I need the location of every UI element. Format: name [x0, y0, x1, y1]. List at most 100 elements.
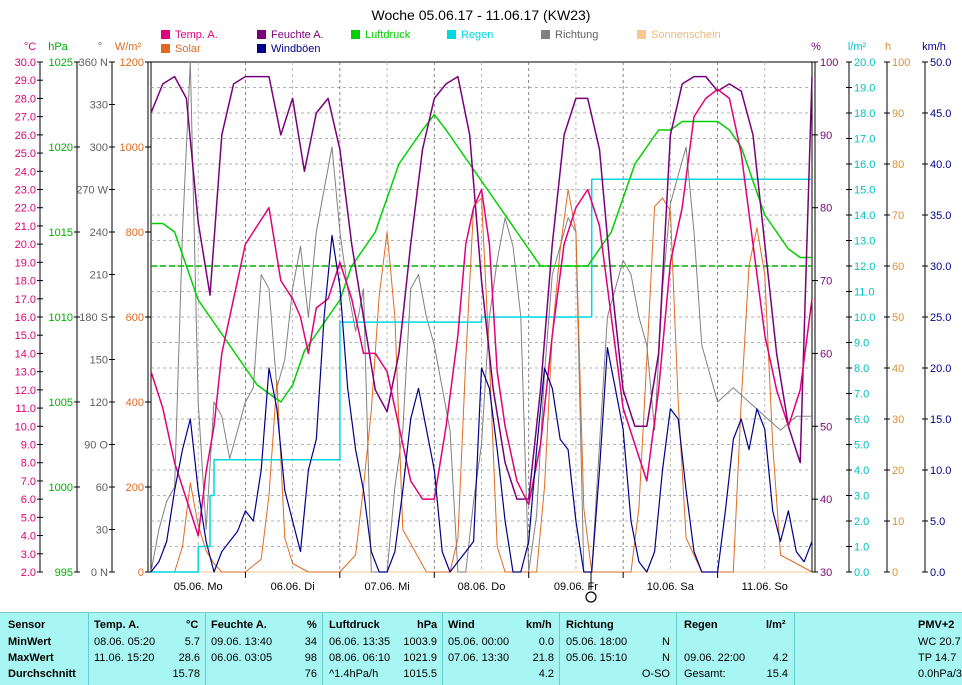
x-tick-label: 11.06. So	[742, 581, 788, 593]
temp-axis-tick-label: 14.0	[15, 348, 36, 360]
sun-axis-tick-label: 100	[892, 57, 910, 69]
hum-axis-tick-label: 40	[820, 494, 832, 506]
temp-axis-tick-label: 29.0	[15, 75, 36, 87]
temp-axis-tick-label: 12.0	[15, 385, 36, 397]
temp-axis-tick-label: 9.0	[21, 440, 36, 452]
axis-unit-label: W/m²	[115, 41, 142, 53]
rain-axis-tick-label: 20.0	[854, 57, 875, 69]
stats-press-trend: ^1.4hPa/h	[329, 668, 379, 680]
wind-axis-tick-label: 30.0	[930, 261, 951, 273]
stats-dir-min-time: 05.06. 18:00	[566, 636, 628, 648]
stats-wind-avg: 4.2	[538, 668, 554, 680]
sun-axis-tick-label: 20	[892, 465, 904, 477]
stats-dir-avg: O-SO	[641, 668, 670, 680]
hum-axis-tick-label: 100	[820, 57, 838, 69]
legend-swatch	[161, 44, 170, 53]
sun-axis-tick-label: 90	[892, 108, 904, 120]
legend: Temp. A. Solar Feuchte A. Windböen Luftdruck…	[161, 29, 721, 55]
divider	[676, 613, 677, 685]
solar-axis-tick-label: 0	[138, 567, 144, 579]
legend-label: Solar	[175, 43, 201, 55]
stats-hum-min-time: 09.06. 13:40	[211, 636, 273, 648]
sun-axis-tick-label: 0	[892, 567, 898, 579]
temp-axis-tick-label: 27.0	[15, 112, 36, 124]
divider	[794, 613, 795, 685]
sun-axis-tick-label: 60	[892, 261, 904, 273]
stats-hum-col: Feuchte A. % 09.06. 13:40 34 06.06. 03:0…	[211, 613, 321, 685]
wind-axis-tick-label: 20.0	[930, 363, 951, 375]
compass-marker	[585, 572, 597, 603]
axis-unit-label: °C	[24, 41, 36, 53]
hum-axis-tick-label: 70	[820, 276, 832, 288]
rain-axis-tick-label: 0.0	[854, 567, 869, 579]
divider	[442, 613, 443, 685]
x-tick-label: 05.06. Mo	[174, 581, 223, 593]
stats-wind-header: Wind	[448, 619, 475, 631]
dir-axis-tick-label: 0 N	[91, 567, 108, 579]
dir-axis-tick-label: 60	[96, 482, 108, 494]
series-line-temp-a	[150, 88, 813, 537]
hum-axis-tick-label: 50	[820, 421, 832, 433]
hum-axis-tick-label: 80	[820, 203, 832, 215]
temp-axis-tick-label: 3.0	[21, 549, 36, 561]
rain-axis-tick-label: 11.0	[854, 287, 875, 299]
x-tick-label: 09.06. Fr	[554, 581, 598, 593]
rain-axis-tick-label: 15.0	[854, 185, 875, 197]
legend-swatch	[257, 30, 266, 39]
stats-rain-total: 15.4	[766, 668, 788, 680]
rain-axis-tick-label: 14.0	[854, 210, 875, 222]
press-axis-tick-label: 995	[55, 567, 73, 579]
stats-press-unit: hPa	[417, 619, 438, 631]
rain-axis-tick-label: 2.0	[854, 516, 869, 528]
stats-temp-avg: 15.78	[172, 668, 200, 680]
stats-dir-header: Richtung	[566, 619, 614, 631]
rain-axis-tick-label: 13.0	[854, 236, 875, 248]
rain-axis-tick-label: 6.0	[854, 414, 869, 426]
series-line-solar	[151, 189, 813, 573]
sun-axis-tick-label: 80	[892, 159, 904, 171]
legend-label: Temp. A.	[175, 29, 218, 41]
rain-axis-tick-label: 5.0	[854, 440, 869, 452]
rain-axis-tick-label: 16.0	[854, 159, 875, 171]
temp-axis-tick-label: 24.0	[15, 166, 36, 178]
stats-temp-max: 28.6	[178, 652, 200, 664]
dir-axis-tick-label: 150	[90, 355, 108, 367]
stats-hum-header: Feuchte A.	[211, 619, 267, 631]
stats-wind-unit: km/h	[526, 619, 552, 631]
dir-axis-tick-label: 270 W	[76, 185, 108, 197]
stats-pmv-tp: TP 14.7	[918, 652, 957, 664]
legend-label: Feuchte A.	[271, 29, 324, 41]
dir-axis-tick-label: 360 N	[79, 57, 108, 69]
x-tick-label: 08.06. Do	[458, 581, 506, 593]
stats-press-header: Luftdruck	[329, 619, 380, 631]
stats-dir-max: N	[662, 652, 670, 664]
wind-axis-tick-label: 50.0	[930, 57, 951, 69]
stats-sensor-header: Sensor	[8, 619, 46, 631]
press-axis-tick-label: 1010	[49, 312, 73, 324]
dir-axis-tick-label: 30	[96, 525, 108, 537]
temp-axis-tick-label: 10.0	[15, 421, 36, 433]
dir-axis-tick-label: 330	[90, 100, 108, 112]
temp-axis-tick-label: 15.0	[15, 330, 36, 342]
hum-axis-tick-label: 90	[820, 130, 832, 142]
stats-temp-col: Temp. A. °C 08.06. 05:20 5.7 11.06. 15:2…	[94, 613, 204, 685]
legend-label: Richtung	[555, 29, 598, 41]
stats-pmv-wc: WC 20.7	[918, 636, 961, 648]
axis-unit-label: h	[885, 41, 891, 53]
stats-temp-min: 5.7	[184, 636, 200, 648]
stats-dir-col: Richtung 05.06. 18:00 N 05.06. 15:10 N O…	[566, 613, 674, 685]
press-axis-tick-label: 1000	[49, 482, 73, 494]
temp-axis-tick-label: 23.0	[15, 185, 36, 197]
x-tick-label: 10.06. Sa	[647, 581, 695, 593]
temp-axis-tick-label: 13.0	[15, 367, 36, 379]
x-tick-label: 07.06. Mi	[364, 581, 409, 593]
wind-axis-tick-label: 0.0	[930, 567, 945, 579]
sun-axis-tick-label: 50	[892, 312, 904, 324]
temp-axis-tick-label: 6.0	[21, 494, 36, 506]
stats-wind-min-time: 05.06. 00:00	[448, 636, 510, 648]
sun-axis-tick-label: 30	[892, 414, 904, 426]
axis-unit-label: °	[98, 41, 102, 53]
wind-axis-tick-label: 10.0	[930, 465, 951, 477]
temp-axis-tick-label: 17.0	[15, 294, 36, 306]
press-axis-tick-label: 1015	[49, 227, 73, 239]
